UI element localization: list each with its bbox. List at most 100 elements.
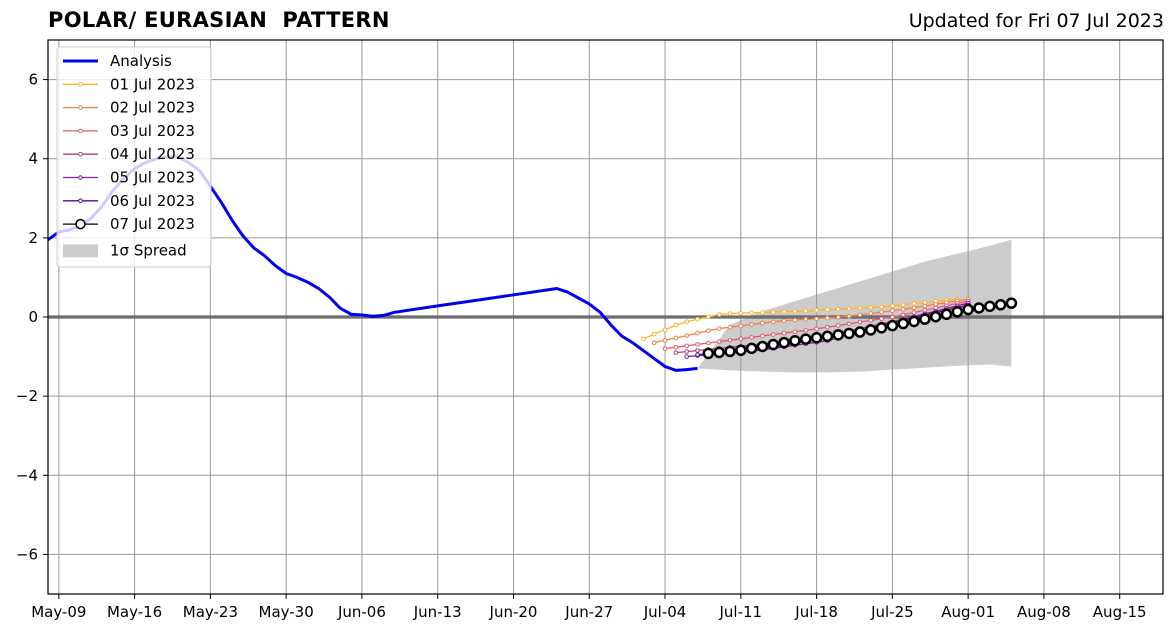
x-tick-label: Jun-20: [489, 603, 538, 621]
forecast-point: [1005, 297, 1018, 309]
spread-layer: [697, 239, 1012, 373]
forecast-point: [803, 317, 809, 322]
forecast-point: [843, 327, 855, 340]
forecast-point: [706, 314, 711, 320]
legend-marker: [78, 151, 83, 157]
legend-swatch: [63, 244, 98, 258]
legend: Analysis 01 Jul 2023 02 Jul 2023 03 Jul 202…: [56, 46, 212, 268]
forecast-point: [778, 336, 790, 349]
forecast-point: [962, 303, 974, 316]
x-tick-label: May-09: [31, 603, 86, 621]
x-tick-label: May-23: [183, 603, 238, 621]
legend-label: 05 Jul 2023: [110, 169, 195, 187]
forecast-point: [684, 333, 689, 338]
x-tick-label: Jul-18: [794, 603, 838, 621]
forecast-point: [900, 312, 906, 318]
y-tick-label: −4: [16, 466, 38, 484]
legend-entry: 04 Jul 2023: [63, 145, 195, 163]
forecast-point: [868, 318, 874, 323]
forecast-point: [929, 310, 942, 323]
legend-label: 07 Jul 2023: [110, 215, 195, 233]
y-tick-label: 2: [28, 229, 38, 247]
forecast-point: [749, 322, 754, 327]
legend-entry: 02 Jul 2023: [63, 99, 195, 117]
forecast-point: [890, 303, 895, 309]
forecast-point: [868, 305, 874, 310]
forecast-point: [800, 333, 812, 345]
forecast-point: [756, 340, 769, 353]
legend-entry: 07 Jul 2023: [63, 215, 195, 233]
forecast-point: [814, 307, 819, 313]
forecast-point: [673, 350, 679, 355]
forecast-point: [994, 299, 1007, 311]
x-tick-label: May-16: [107, 603, 162, 621]
forecast-point: [835, 306, 841, 312]
series-layer: [47, 155, 1018, 372]
forecast-point: [716, 339, 722, 344]
forecast-point: [973, 302, 985, 314]
y-tick-label: 6: [28, 71, 38, 89]
legend-label: 04 Jul 2023: [110, 145, 195, 163]
forecast-point: [727, 311, 733, 316]
forecast-point: [846, 306, 852, 311]
tick-layer: May-09 May-16 May-23 May-30 Jun-06 Jun-13 Jun-…: [16, 71, 1147, 621]
forecast-point: [900, 302, 906, 307]
forecast-point: [854, 326, 866, 338]
x-tick-label: Jun-27: [564, 603, 613, 621]
forecast-point: [911, 301, 917, 306]
forecast-point: [792, 317, 798, 323]
legend-entry: 1σ Spread: [63, 241, 187, 259]
forecast-point: [919, 313, 931, 325]
x-tick-label: Jun-06: [337, 603, 386, 621]
legend-entry: 03 Jul 2023: [63, 122, 195, 140]
forecast-point: [760, 333, 765, 339]
legend-marker: [78, 128, 83, 134]
forecast-point: [897, 317, 909, 330]
forecast-point: [908, 315, 920, 328]
forecast-point: [749, 310, 754, 316]
forecast-point: [886, 319, 899, 332]
forecast-series: [702, 297, 1018, 360]
forecast-point: [825, 315, 830, 321]
legend-entry: 06 Jul 2023: [63, 192, 195, 210]
legend-label: 03 Jul 2023: [110, 122, 195, 140]
forecast-point: [890, 308, 895, 314]
forecast-point: [789, 334, 801, 347]
forecast-point: [641, 336, 646, 342]
forecast-point: [821, 330, 834, 343]
forecast-point: [781, 318, 787, 323]
forecast-point: [713, 346, 725, 359]
x-tick-label: Jul-25: [870, 603, 914, 621]
forecast-point: [857, 312, 863, 318]
forecast-point: [814, 316, 819, 321]
y-tick-label: −2: [16, 387, 38, 405]
forecast-point: [951, 306, 964, 318]
forecast-point: [879, 316, 884, 321]
forecast-point: [890, 314, 895, 320]
forecast-point: [770, 309, 776, 315]
forecast-point: [673, 335, 679, 341]
forecast-point: [760, 310, 765, 315]
legend-entry: 05 Jul 2023: [63, 169, 195, 187]
forecast-point: [868, 311, 874, 316]
forecast-point: [767, 338, 780, 351]
legend-marker: [78, 175, 83, 180]
forecast-point: [727, 337, 733, 343]
forecast-point: [792, 308, 798, 314]
x-tick-label: Jul-04: [643, 603, 687, 621]
legend-marker: [75, 218, 86, 230]
forecast-point: [716, 312, 722, 317]
forecast-point: [825, 324, 830, 330]
forecast-point: [684, 349, 689, 354]
forecast-point: [662, 338, 668, 343]
x-tick-label: Jun-13: [413, 603, 462, 621]
legend-entry: 01 Jul 2023: [63, 75, 195, 93]
forecast-point: [900, 307, 906, 312]
forecast-point: [879, 304, 884, 310]
forecast-point: [695, 352, 700, 357]
forecast-point: [651, 340, 657, 346]
forecast-point: [940, 308, 953, 321]
forecast-point: [879, 309, 884, 315]
forecast-point: [706, 340, 711, 346]
